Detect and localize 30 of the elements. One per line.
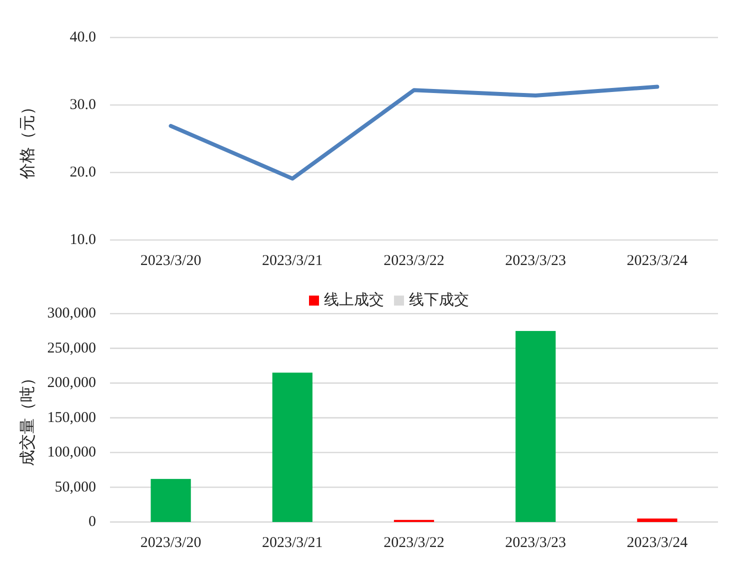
y-tick-label: 50,000 (54, 479, 96, 496)
x-tick-label: 2023/3/21 (262, 535, 323, 551)
x-tick-label: 2023/3/22 (384, 535, 444, 551)
x-tick-label: 2023/3/24 (626, 535, 688, 551)
y-tick-label: 40.0 (70, 30, 96, 46)
bar (272, 372, 312, 522)
y-tick-label: 30.0 (70, 97, 96, 113)
bar (150, 478, 191, 522)
y-axis-title: 成交量（吨） (18, 370, 36, 466)
x-tick-label: 2023/3/23 (505, 535, 566, 551)
y-tick-label: 300,000 (47, 306, 96, 322)
bar (516, 330, 556, 522)
x-tick-label: 2023/3/20 (140, 253, 202, 269)
y-tick-label: 20.0 (70, 164, 96, 180)
bar (637, 518, 678, 522)
legend-label: 线下成交 (409, 292, 469, 309)
x-tick-label: 2023/3/24 (626, 253, 688, 269)
y-tick-label: 200,000 (47, 375, 96, 392)
y-tick-label: 250,000 (47, 340, 96, 356)
y-tick-label: 100,000 (47, 444, 96, 461)
x-tick-label: 2023/3/21 (262, 253, 323, 269)
line-series (168, 84, 660, 181)
y-axis-title: 价格（元） (20, 98, 36, 180)
y-tick-label: 10.0 (70, 232, 96, 248)
x-tick-label: 2023/3/20 (140, 535, 202, 551)
legend-label: 线上成交 (324, 292, 384, 309)
y-tick-label: 150,000 (47, 410, 96, 426)
y-tick-label: 0 (88, 514, 96, 530)
x-tick-label: 2023/3/23 (505, 253, 566, 269)
x-tick-label: 2023/3/22 (384, 253, 444, 269)
